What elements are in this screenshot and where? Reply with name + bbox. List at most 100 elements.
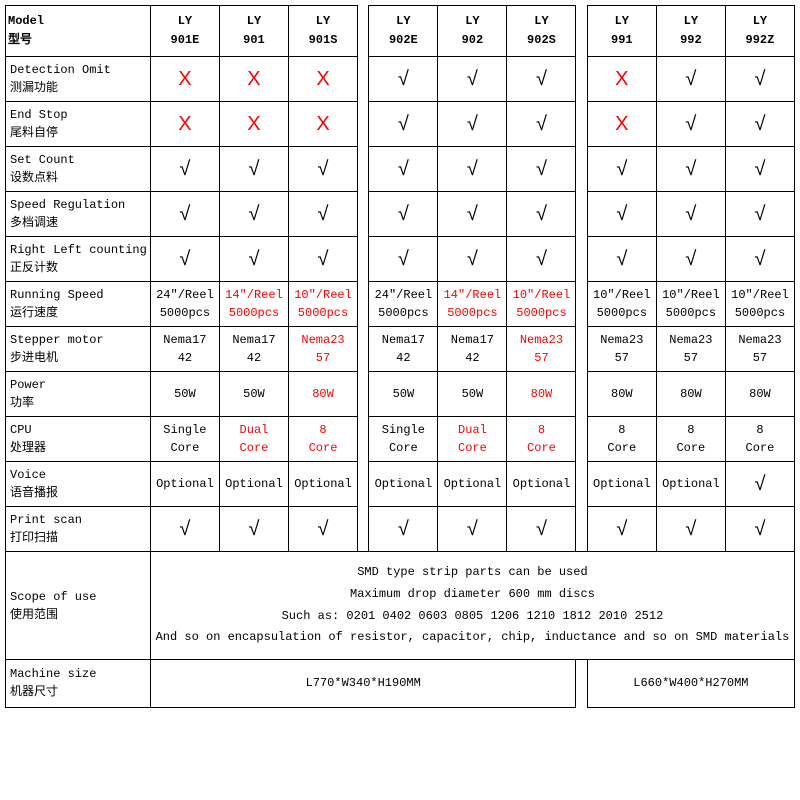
spec-cell: √ — [656, 507, 725, 552]
spec-cell: √ — [587, 147, 656, 192]
spec-cell: Nema1742 — [369, 327, 438, 372]
spec-cell: Optional — [656, 462, 725, 507]
spec-cell: 80W — [587, 372, 656, 417]
spec-cell: √ — [507, 102, 576, 147]
spec-cell: √ — [150, 237, 219, 282]
spec-cell: √ — [219, 237, 288, 282]
model-header: LY902 — [438, 6, 507, 57]
gap — [576, 372, 587, 417]
spec-cell: Optional — [438, 462, 507, 507]
spec-cell: 10″/Reel5000pcs — [507, 282, 576, 327]
spec-cell: √ — [725, 462, 794, 507]
scope-l1: SMD type strip parts can be used — [155, 562, 790, 584]
model-header: LY902E — [369, 6, 438, 57]
spec-cell: Nema1742 — [438, 327, 507, 372]
gap — [358, 6, 369, 57]
gap — [358, 147, 369, 192]
spec-cell: X — [150, 57, 219, 102]
gap — [358, 417, 369, 462]
spec-cell: √ — [150, 507, 219, 552]
size-g3: L660*W400*H270MM — [587, 659, 794, 707]
spec-cell: 50W — [150, 372, 219, 417]
row-label: Stepper motor步进电机 — [6, 327, 151, 372]
spec-cell: 50W — [369, 372, 438, 417]
spec-cell: X — [587, 57, 656, 102]
spec-cell: √ — [725, 237, 794, 282]
spec-cell: √ — [438, 102, 507, 147]
model-header: LY901S — [288, 6, 357, 57]
gap — [576, 507, 587, 552]
header-model-zh: 型号 — [8, 31, 148, 50]
spec-cell: √ — [438, 237, 507, 282]
spec-cell: 8Core — [656, 417, 725, 462]
spec-cell: 8Core — [725, 417, 794, 462]
model-header: LY901 — [219, 6, 288, 57]
spec-cell: DualCore — [219, 417, 288, 462]
spec-cell: Optional — [369, 462, 438, 507]
spec-cell: 24″/Reel5000pcs — [150, 282, 219, 327]
gap — [358, 237, 369, 282]
spec-cell: √ — [369, 57, 438, 102]
spec-cell: √ — [288, 237, 357, 282]
row-label: Power功率 — [6, 372, 151, 417]
spec-cell: X — [288, 57, 357, 102]
spec-cell: 80W — [288, 372, 357, 417]
gap — [576, 462, 587, 507]
scope-label: Scope of use使用范围 — [6, 552, 151, 659]
spec-cell: √ — [369, 237, 438, 282]
spec-cell: √ — [288, 507, 357, 552]
spec-cell: Nema2357 — [656, 327, 725, 372]
spec-cell: √ — [288, 147, 357, 192]
spec-cell: √ — [507, 507, 576, 552]
spec-table: Model型号LY901ELY901LY901SLY902ELY902LY902… — [5, 5, 795, 708]
gap — [576, 57, 587, 102]
gap — [358, 507, 369, 552]
spec-cell: Optional — [150, 462, 219, 507]
spec-cell: 50W — [219, 372, 288, 417]
spec-cell: Nema1742 — [150, 327, 219, 372]
spec-cell: X — [587, 102, 656, 147]
gap — [358, 57, 369, 102]
size-g12: L770*W340*H190MM — [150, 659, 576, 707]
spec-cell: 80W — [507, 372, 576, 417]
spec-cell: SingleCore — [369, 417, 438, 462]
spec-cell: √ — [507, 237, 576, 282]
spec-cell: Optional — [288, 462, 357, 507]
gap — [358, 102, 369, 147]
gap — [358, 327, 369, 372]
spec-cell: √ — [725, 192, 794, 237]
spec-cell: √ — [369, 147, 438, 192]
spec-cell: 10″/Reel5000pcs — [587, 282, 656, 327]
spec-cell: √ — [219, 507, 288, 552]
gap — [576, 282, 587, 327]
spec-cell: √ — [150, 147, 219, 192]
spec-cell: √ — [369, 102, 438, 147]
spec-cell: Nema2357 — [507, 327, 576, 372]
spec-cell: X — [219, 102, 288, 147]
gap — [576, 659, 587, 707]
spec-cell: √ — [656, 147, 725, 192]
model-header: LY992 — [656, 6, 725, 57]
spec-cell: √ — [656, 102, 725, 147]
spec-cell: √ — [725, 507, 794, 552]
gap — [576, 102, 587, 147]
model-header: LY901E — [150, 6, 219, 57]
row-label: Print scan打印扫描 — [6, 507, 151, 552]
scope-l4: And so on encapsulation of resistor, cap… — [155, 627, 790, 649]
gap — [576, 237, 587, 282]
spec-cell: 8Core — [587, 417, 656, 462]
scope-content: SMD type strip parts can be usedMaximum … — [150, 552, 794, 659]
spec-cell: 14″/Reel5000pcs — [438, 282, 507, 327]
row-label: End Stop尾料自停 — [6, 102, 151, 147]
spec-cell: √ — [725, 147, 794, 192]
row-label: Right Left counting正反计数 — [6, 237, 151, 282]
row-label: Detection Omit测漏功能 — [6, 57, 151, 102]
spec-cell: √ — [507, 57, 576, 102]
spec-cell: √ — [288, 192, 357, 237]
spec-cell: √ — [438, 147, 507, 192]
spec-cell: √ — [438, 507, 507, 552]
gap — [576, 327, 587, 372]
spec-cell: DualCore — [438, 417, 507, 462]
spec-cell: √ — [438, 192, 507, 237]
spec-cell: √ — [587, 237, 656, 282]
